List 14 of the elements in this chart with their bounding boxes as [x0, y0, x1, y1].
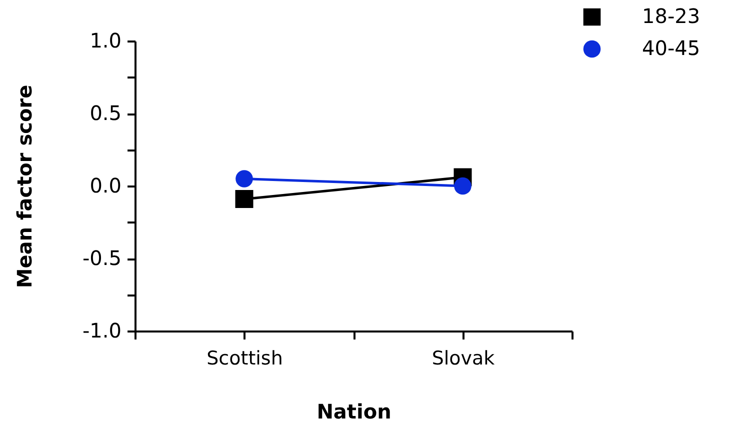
y-tick-label: 0.0: [90, 174, 122, 198]
point: [236, 170, 253, 188]
y-tick-label: -0.5: [82, 246, 122, 270]
x-axis-title: Nation: [316, 400, 392, 424]
y-tick-label: 0.5: [90, 101, 122, 125]
legend-label: 18-23: [642, 4, 700, 28]
x-tick-label: Scottish: [206, 348, 283, 370]
point: [454, 177, 472, 195]
y-tick-label: -1.0: [82, 318, 122, 342]
y-tick-label: 1.0: [90, 28, 122, 52]
x-tick-label: Slovak: [432, 348, 495, 370]
y-axis-title: Mean factor score: [12, 84, 36, 288]
legend-label: 40-45: [642, 36, 700, 60]
point: [235, 190, 254, 208]
